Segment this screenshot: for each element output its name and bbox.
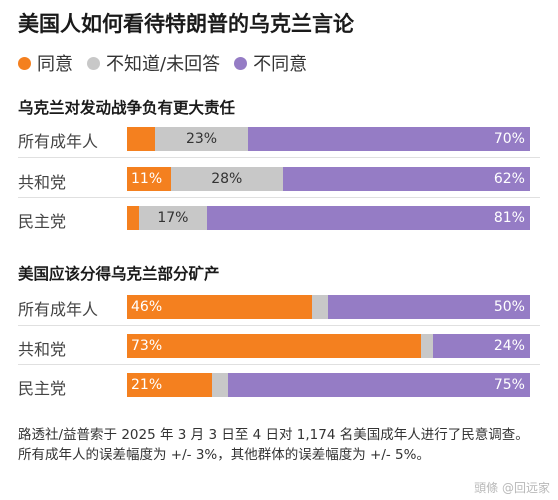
disagree-segment: 24%: [433, 334, 530, 358]
row-label: 共和党: [18, 340, 67, 359]
unsure-segment: 28%: [170, 167, 283, 191]
legend-label-agree: 同意: [37, 54, 73, 75]
data-label: 73%: [131, 338, 163, 354]
legend-label-unsure: 不知道/未回答: [106, 54, 221, 75]
data-label: 70%: [493, 131, 525, 147]
disagree-segment: 62%: [282, 167, 530, 191]
row-label: 所有成年人: [18, 132, 99, 151]
unsure-segment: [211, 373, 228, 397]
disagree-segment: 70%: [247, 127, 530, 151]
disagree-segment: 50%: [328, 295, 530, 319]
legend-label-disagree: 不同意: [253, 54, 308, 75]
disagree-segment: 81%: [206, 206, 530, 230]
data-label: 11%: [131, 171, 163, 187]
data-label: 24%: [493, 338, 525, 354]
agree-segment: 46%: [127, 295, 313, 319]
disagree-segment: 75%: [227, 373, 530, 397]
row-label: 民主党: [18, 212, 67, 231]
stacked-bar: 23% 70%: [127, 127, 530, 151]
legend-item-agree: 同意: [18, 50, 73, 76]
section-title-1: 乌克兰对发动战争负有更大责任: [18, 99, 236, 117]
data-label: 17%: [157, 210, 189, 226]
unsure-segment: [312, 295, 329, 319]
agree-segment: 73%: [127, 334, 422, 358]
watermark: 頭條 @回远家: [474, 481, 550, 495]
data-label: 46%: [131, 299, 163, 315]
data-label: 23%: [185, 131, 218, 147]
legend-item-unsure: 不知道/未回答: [87, 50, 220, 76]
row-label: 民主党: [18, 379, 67, 398]
data-label: 28%: [211, 171, 243, 187]
unsure-segment: [421, 334, 434, 358]
legend-dot-disagree: [234, 56, 248, 70]
stacked-bar: 73% 24%: [127, 334, 530, 358]
row-label: 所有成年人: [18, 300, 99, 319]
legend-item-disagree: 不同意: [234, 50, 307, 76]
data-label: 21%: [131, 377, 163, 393]
legend: 同意 不知道/未回答 不同意: [18, 50, 321, 76]
row-divider: [18, 197, 540, 198]
section-title-2: 美国应该分得乌克兰部分矿产: [18, 265, 220, 283]
row-divider: [18, 157, 540, 158]
unsure-segment: 23%: [155, 127, 248, 151]
legend-dot-unsure: [87, 56, 100, 70]
row-divider: [18, 325, 540, 326]
row-divider: [18, 364, 540, 365]
source-footnote: 路透社/益普索于 2025 年 3 月 3 日至 4 日对 1,174 名美国成…: [18, 427, 529, 463]
agree-segment: 11%: [127, 167, 171, 191]
chart-title: 美国人如何看待特朗普的乌克兰言论: [18, 12, 354, 36]
stacked-bar: 11% 28% 62%: [127, 167, 530, 191]
agree-segment: 21%: [127, 373, 212, 397]
row-label: 共和党: [18, 173, 67, 192]
data-label: 75%: [493, 377, 525, 393]
stacked-bar: 21% 75%: [127, 373, 530, 397]
unsure-segment: 17%: [138, 206, 207, 230]
agree-segment: [127, 127, 156, 151]
stacked-bar: 17% 81%: [127, 206, 530, 230]
data-label: 50%: [493, 299, 525, 315]
data-label: 62%: [493, 171, 525, 187]
legend-dot-agree: [18, 56, 31, 70]
data-label: 81%: [493, 210, 525, 226]
stacked-bar: 46% 50%: [127, 295, 530, 319]
agree-segment: [127, 206, 139, 230]
